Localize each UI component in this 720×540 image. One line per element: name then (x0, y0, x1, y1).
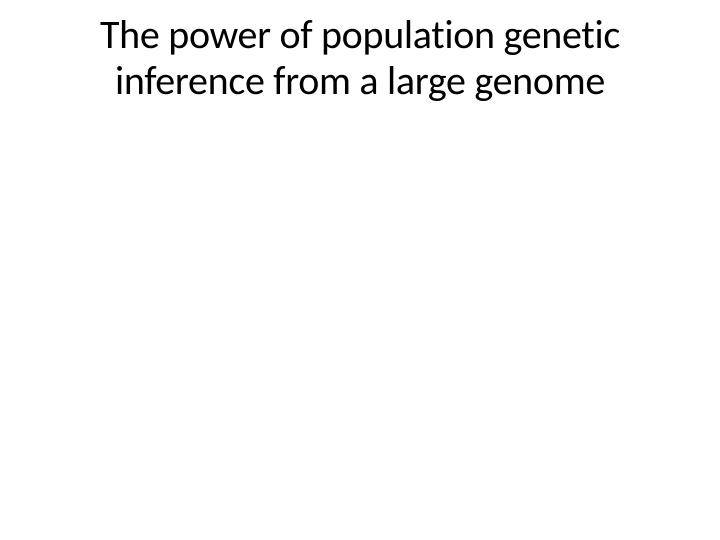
slide-title: The power of population genetic inferenc… (0, 12, 720, 104)
title-line-2: inference from a large genome (0, 58, 720, 104)
title-line-1: The power of population genetic (0, 12, 720, 58)
slide-container: The power of population genetic inferenc… (0, 0, 720, 540)
